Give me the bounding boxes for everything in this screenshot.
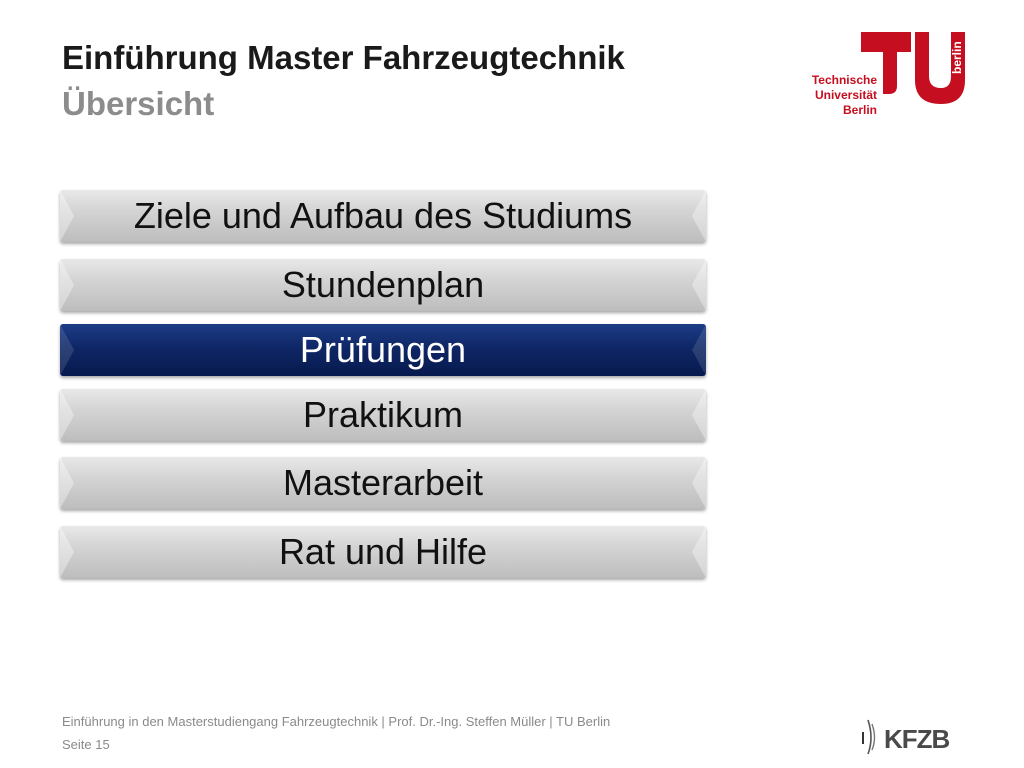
menu-item-label: Ziele und Aufbau des Studiums xyxy=(133,195,633,236)
slide-subtitle: Übersicht xyxy=(62,85,215,122)
menu-item-label: Stundenplan xyxy=(281,264,485,305)
logo-line2: Universität xyxy=(815,88,877,102)
logo-line3: Berlin xyxy=(843,103,877,117)
menu-item-stundenplan[interactable]: Stundenplan xyxy=(60,259,706,311)
logo-side-text: berlin xyxy=(950,41,964,74)
page-number: Seite 15 xyxy=(62,737,110,752)
menu-item-label: Masterarbeit xyxy=(282,462,484,503)
menu-item-rat-und-hilfe[interactable]: Rat und Hilfe xyxy=(60,526,706,578)
menu-item-pruefungen[interactable]: Prüfungen xyxy=(60,324,706,376)
menu-item-label: Prüfungen xyxy=(299,329,467,370)
menu-item-ziele[interactable]: Ziele und Aufbau des Studiums xyxy=(60,190,706,242)
kfzb-logo-icon: KFZB xyxy=(858,714,968,756)
slide-title: Einführung Master Fahrzeugtechnik xyxy=(62,39,625,76)
logo-line1: Technische xyxy=(812,73,877,87)
kfzb-text: KFZB xyxy=(884,724,950,754)
menu-item-praktikum[interactable]: Praktikum xyxy=(60,389,706,441)
footer-text: Einführung in den Masterstudiengang Fahr… xyxy=(62,714,611,729)
menu-item-label: Praktikum xyxy=(302,394,464,435)
tu-berlin-logo-icon: berlin Technische Universität Berlin xyxy=(805,28,970,123)
menu-item-label: Rat und Hilfe xyxy=(278,531,488,572)
menu-item-masterarbeit[interactable]: Masterarbeit xyxy=(60,457,706,509)
